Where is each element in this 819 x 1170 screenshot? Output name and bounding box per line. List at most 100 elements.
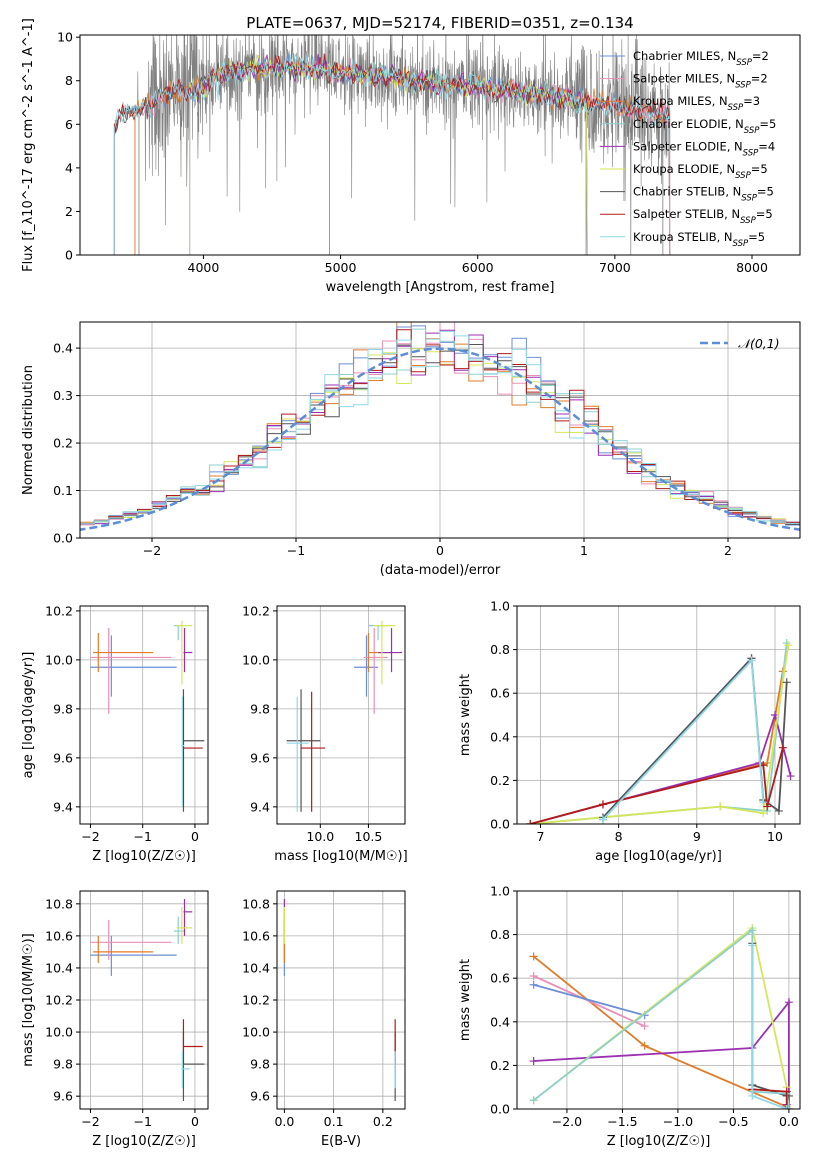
age_vs_Z-plot: −2 −1 0 9.4 9.6 9.8 10.0 10.2 Z [log10(Z/Z☉)] age… bbox=[21, 603, 209, 864]
weight-marker-kroupa_stelib bbox=[759, 798, 768, 807]
weight-marker-chabrier_elodie bbox=[782, 639, 791, 648]
y-axis-label: mass [log10(M/M☉)] bbox=[21, 933, 36, 1066]
x-tick-label: 0.2 bbox=[373, 1114, 393, 1129]
x-tick-label: −1 bbox=[287, 543, 305, 558]
y-tick-label: 0.8 bbox=[490, 642, 510, 657]
x-tick-label: −2.0 bbox=[552, 1114, 582, 1129]
x-tick-label: 0.1 bbox=[324, 1114, 344, 1129]
y-tick-label: 9.6 bbox=[250, 1089, 270, 1104]
mass_vs_ebv-plot: 0.0 0.1 0.2 9.6 9.8 10.0 10.2 10.4 10.6 10.8 E(B-V… bbox=[242, 890, 406, 1149]
legend-suffix: =4 bbox=[758, 139, 775, 153]
weight-marker-chabrier_elodie bbox=[529, 1096, 538, 1105]
legend-subscript: SSP bbox=[735, 81, 751, 91]
weight-marker-kroupa_stelib bbox=[782, 1105, 791, 1109]
y-tick-label: 0.6 bbox=[490, 686, 510, 701]
weight-marker-salpeter_elodie bbox=[784, 998, 793, 1007]
mass_vs_Z-plot: −2 −1 0 9.6 9.8 10.0 10.2 10.4 10.6 10.8 Z [log10(… bbox=[21, 890, 209, 1149]
x-tick-label: −0.5 bbox=[718, 1114, 748, 1129]
y-tick-label: 9.8 bbox=[53, 1057, 73, 1072]
y-tick-label: 10.2 bbox=[242, 603, 270, 618]
weight-marker-kroupa_stelib bbox=[747, 656, 756, 665]
weight-line-chabrier_elodie bbox=[530, 642, 788, 824]
y-tick-label: 9.8 bbox=[250, 701, 270, 716]
y-tick-label: 10.8 bbox=[242, 896, 270, 911]
legend-label: Salpeter ELODIE, NSSP=4 bbox=[633, 139, 775, 158]
y-tick-label: 0.1 bbox=[53, 483, 73, 498]
weight-line-kroupa_stelib bbox=[602, 658, 765, 821]
x-tick-label: 7000 bbox=[599, 260, 631, 275]
y-tick-label: 0.8 bbox=[490, 927, 510, 942]
errorbars bbox=[286, 620, 403, 812]
x-tick-label: −2 bbox=[143, 543, 161, 558]
weight-line-kroupa_elodie bbox=[530, 645, 790, 824]
weight-marker-chabrier_stelib bbox=[782, 678, 791, 687]
axes-frame bbox=[79, 34, 801, 256]
y-tick-label: 9.6 bbox=[53, 750, 73, 765]
x-tick-label: 0 bbox=[436, 543, 444, 558]
weight-line-kroupa_miles bbox=[533, 955, 790, 1109]
y-axis-label: mass weight bbox=[458, 674, 473, 756]
axes-frame bbox=[79, 605, 209, 825]
x-axis-label: Z [log10(Z/Z☉)] bbox=[92, 849, 196, 864]
weight-marker-chabrier_miles bbox=[529, 980, 538, 989]
weight-lines bbox=[526, 639, 795, 824]
weight-lines bbox=[529, 924, 793, 1109]
y-tick-label: 0.4 bbox=[490, 729, 510, 744]
x-tick-label: 7 bbox=[536, 829, 544, 844]
y-axis-label: Flux [f_λ10^-17 erg cm^-2 s^-1 A^-1] bbox=[21, 18, 36, 272]
model-spectrum-kroupa_stelib bbox=[113, 53, 671, 255]
errorbars bbox=[283, 899, 396, 1101]
legend-subscript: SSP bbox=[744, 126, 760, 136]
y-tick-label: 1.0 bbox=[490, 884, 510, 899]
x-tick-label: 0 bbox=[191, 1114, 199, 1129]
legend-label: Salpeter STELIB, NSSP=5 bbox=[633, 207, 773, 226]
legend-subscript: SSP bbox=[728, 103, 744, 113]
x-tick-label: 9 bbox=[693, 829, 701, 844]
y-tick-label: 9.4 bbox=[53, 799, 73, 814]
weight-marker-chabrier_stelib bbox=[774, 806, 783, 815]
x-tick-label: −2 bbox=[81, 829, 99, 844]
x-tick-label: −1 bbox=[133, 829, 151, 844]
y-axis-label: age [log10(age/yr)] bbox=[21, 652, 36, 779]
y-tick-label: 0.4 bbox=[490, 1014, 510, 1029]
y-tick-label: 10.2 bbox=[45, 993, 73, 1008]
y-tick-label: 0 bbox=[65, 248, 73, 263]
legend-subscript: SSP bbox=[736, 58, 752, 68]
massweight_vs_Z-plot: −2.0 −1.5 −1.0 −0.5 0.0 0.0 0.2 0.4 0.6 0.8 1.0 Z [… bbox=[458, 884, 801, 1149]
x-axis-label: wavelength [Angstrom, rest frame] bbox=[326, 280, 555, 295]
legend-subscript: SSP bbox=[743, 148, 759, 158]
y-tick-label: 0.3 bbox=[53, 388, 73, 403]
weight-marker-salpeter_elodie bbox=[786, 772, 795, 781]
legend-label: Chabrier MILES, NSSP=2 bbox=[633, 49, 769, 68]
weight-line-salpeter_elodie bbox=[530, 711, 792, 824]
x-tick-label: 10.5 bbox=[355, 829, 383, 844]
weight-marker-kroupa_miles bbox=[640, 1041, 649, 1050]
weight-marker-chabrier_elodie bbox=[784, 1105, 793, 1109]
y-tick-label: 10.0 bbox=[242, 652, 270, 667]
x-tick-label: 8000 bbox=[736, 260, 768, 275]
weight-marker-salpeter_miles bbox=[529, 972, 538, 981]
x-axis-label: age [log10(age/yr)] bbox=[595, 849, 722, 864]
weight-marker-kroupa_miles bbox=[529, 952, 538, 961]
weight-marker-kroupa_stelib bbox=[748, 1091, 757, 1100]
weight-marker-salpeter_stelib bbox=[778, 743, 787, 752]
y-tick-label: 0.2 bbox=[490, 1058, 510, 1073]
weight-marker-salpeter_stelib bbox=[763, 802, 772, 811]
weight-marker-kroupa_elodie bbox=[716, 802, 725, 811]
x-tick-label: 1 bbox=[580, 543, 588, 558]
y-tick-label: 6 bbox=[65, 117, 73, 132]
y-tick-label: 10.2 bbox=[242, 993, 270, 1008]
errorbars bbox=[90, 899, 205, 1101]
axes-frame bbox=[516, 605, 801, 825]
x-tick-label: −1.5 bbox=[607, 1114, 637, 1129]
weight-marker-kroupa_elodie bbox=[759, 809, 768, 818]
legend-suffix: =3 bbox=[743, 94, 760, 108]
y-tick-label: 10.0 bbox=[45, 652, 73, 667]
weight-line-salpeter_elodie bbox=[533, 999, 790, 1109]
axes-frame bbox=[516, 890, 801, 1110]
weight-line-chabrier_elodie bbox=[533, 928, 790, 1109]
x-tick-label: 0 bbox=[191, 829, 199, 844]
legend-subscript: SSP bbox=[733, 239, 749, 249]
